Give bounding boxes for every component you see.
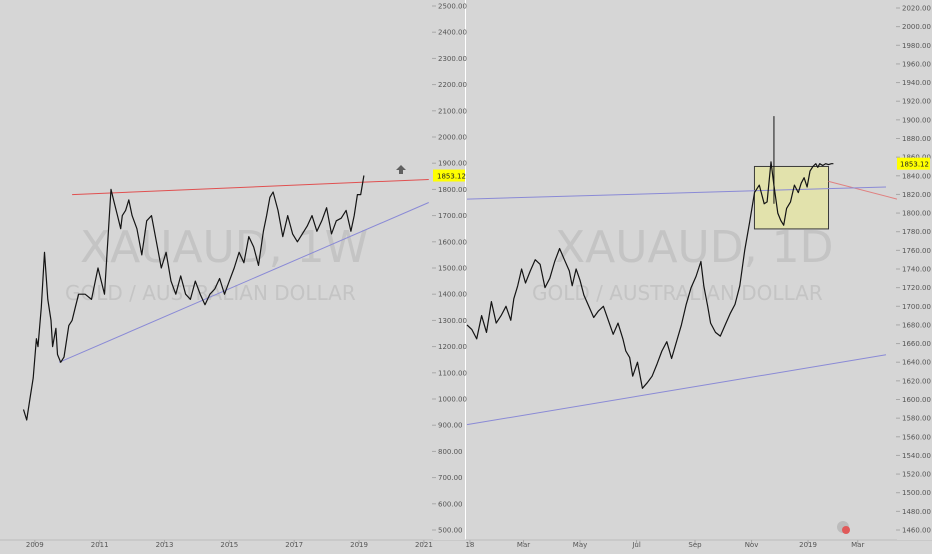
y-axis-daily-tick-label: 1780.00	[902, 228, 931, 236]
y-axis-weekly-tick-label: 2500.00	[438, 3, 467, 11]
price-label-weekly: 1853.12	[437, 173, 466, 181]
y-axis-weekly-tick-label: 1400.00	[438, 291, 467, 299]
y-axis-daily-tick-label: 1620.00	[902, 377, 931, 385]
y-axis-daily-tick-label: 1900.00	[902, 116, 931, 124]
y-axis-daily-tick-label: 1980.00	[902, 42, 931, 50]
y-axis-weekly-tick-label: 2200.00	[438, 81, 467, 89]
y-axis-weekly-tick-label: 1100.00	[438, 369, 467, 377]
watermark-symbol-right: XAUAUD, 1D	[555, 222, 833, 273]
x-axis-daily-tick-label: Sep	[688, 541, 702, 549]
y-axis-daily-tick-label: 1500.00	[902, 489, 931, 497]
y-axis-daily-tick-label: 1600.00	[902, 396, 931, 404]
y-axis-weekly-tick-label: 900.00	[438, 422, 463, 430]
y-axis-daily-tick-label: 1720.00	[902, 284, 931, 292]
y-axis-weekly-tick-label: 600.00	[438, 500, 463, 508]
y-axis-daily-tick-label: 1540.00	[902, 452, 931, 460]
y-axis-weekly-tick-label: 1800.00	[438, 186, 467, 194]
y-axis-daily-tick-label: 1660.00	[902, 340, 931, 348]
y-axis-daily-tick-label: 1960.00	[902, 60, 931, 68]
y-axis-weekly-tick-label: 800.00	[438, 448, 463, 456]
watermark-name-right: GOLD / AUSTRALIAN DOLLAR	[532, 281, 823, 305]
y-axis-daily-tick-label: 1520.00	[902, 471, 931, 479]
y-axis-daily-tick-label: 2000.00	[902, 23, 931, 31]
y-axis-weekly-tick-label: 500.00	[438, 527, 463, 535]
x-axis-daily-tick-label: Jul	[631, 541, 641, 549]
y-axis-daily-tick-label: 1920.00	[902, 98, 931, 106]
y-axis-daily-tick-label: 1820.00	[902, 191, 931, 199]
x-axis-daily-tick-label: Nov	[745, 541, 759, 549]
y-axis-weekly-tick-label: 1500.00	[438, 265, 467, 273]
y-axis-daily-tick-label: 1940.00	[902, 79, 931, 87]
y-axis-daily-tick-label: 1880.00	[902, 135, 931, 143]
x-axis-weekly-tick-label: 2021	[415, 541, 433, 549]
y-axis-daily-tick-label: 1460.00	[902, 527, 931, 535]
y-axis-weekly-tick-label: 2300.00	[438, 55, 467, 63]
x-axis-weekly-tick-label: 2017	[285, 541, 303, 549]
y-axis-weekly-tick-label: 2400.00	[438, 29, 467, 37]
y-axis-daily-tick-label: 1800.00	[902, 210, 931, 218]
x-axis-weekly-tick-label: 2009	[26, 541, 44, 549]
x-axis-daily-tick-label: May	[573, 541, 587, 549]
y-axis-weekly-tick-label: 700.00	[438, 474, 463, 482]
x-axis-daily-tick-label: 18	[465, 541, 474, 549]
y-axis-daily-tick-label: 1560.00	[902, 433, 931, 441]
y-axis-daily-tick-label: 1640.00	[902, 359, 931, 367]
y-axis-weekly-tick-label: 1700.00	[438, 212, 467, 220]
x-axis-weekly-tick-label: 2011	[91, 541, 109, 549]
y-axis-daily-tick-label: 1480.00	[902, 508, 931, 516]
price-label-daily: 1853.12	[900, 161, 929, 169]
y-axis-daily-tick-label: 1840.00	[902, 172, 931, 180]
y-axis-weekly-tick-label: 1300.00	[438, 317, 467, 325]
x-axis-daily-tick-label: Mar	[851, 541, 864, 549]
x-axis-daily-tick-label: 2019	[799, 541, 817, 549]
x-axis-weekly-tick-label: 2015	[220, 541, 238, 549]
y-axis-weekly-tick-label: 2000.00	[438, 134, 467, 142]
y-axis-weekly-tick-label: 2100.00	[438, 107, 467, 115]
x-axis-weekly-tick-label: 2019	[350, 541, 368, 549]
y-axis-daily-tick-label: 1700.00	[902, 303, 931, 311]
x-axis-daily-tick-label: Mar	[517, 541, 530, 549]
y-axis-weekly-tick-label: 1600.00	[438, 238, 467, 246]
y-axis-weekly-tick-label: 1900.00	[438, 160, 467, 168]
y-axis-daily-tick-label: 1680.00	[902, 321, 931, 329]
y-axis-weekly-tick-label: 1000.00	[438, 396, 467, 404]
y-axis-daily-tick-label: 1740.00	[902, 266, 931, 274]
y-axis-daily-tick-label: 1580.00	[902, 415, 931, 423]
y-axis-daily-tick-label: 1760.00	[902, 247, 931, 255]
x-axis-weekly-tick-label: 2013	[156, 541, 174, 549]
y-axis-daily-tick-label: 2020.00	[902, 5, 931, 13]
y-axis-weekly-tick-label: 1200.00	[438, 343, 467, 351]
